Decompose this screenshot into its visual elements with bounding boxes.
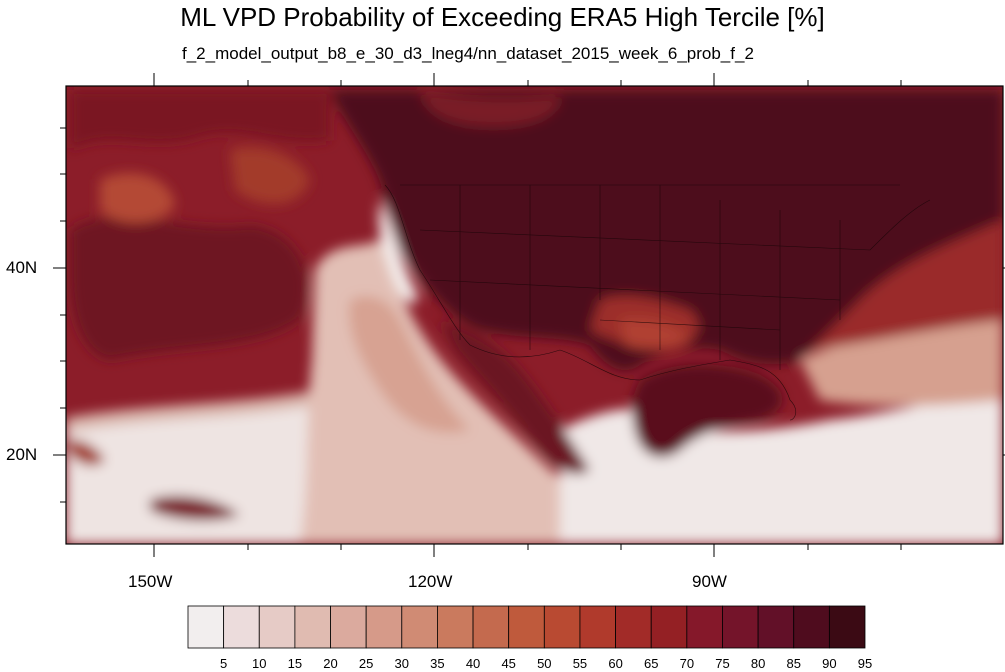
- lon-label-90w: 90W: [692, 572, 727, 591]
- colorbar-swatch: [793, 605, 830, 649]
- colorbar-swatch: [258, 605, 296, 649]
- colorbar-swatch: [828, 605, 866, 649]
- lon-label-120w: 120W: [408, 572, 453, 591]
- colorbar-swatch: [543, 605, 581, 649]
- colorbar-swatch: [330, 605, 367, 649]
- colorbar-label: 75: [715, 656, 729, 671]
- colorbar-label: 25: [359, 656, 373, 671]
- map-title: ML VPD Probability of Exceeding ERA5 Hig…: [180, 2, 825, 32]
- colorbar-swatch: [686, 605, 723, 649]
- colorbar-label: 20: [323, 656, 337, 671]
- colorbar-label: 35: [430, 656, 444, 671]
- colorbar-label: 45: [501, 656, 515, 671]
- colorbar-label: 85: [787, 656, 801, 671]
- colorbar-label: 90: [822, 656, 836, 671]
- colorbar-swatch: [223, 605, 260, 649]
- colorbar-swatch: [757, 605, 795, 649]
- colorbar-label: 10: [252, 656, 266, 671]
- colorbar-swatch: [294, 605, 331, 649]
- colorbar-swatch: [437, 605, 474, 649]
- colorbar-label: 15: [288, 656, 302, 671]
- political-boundaries: [384, 184, 931, 421]
- colorbar-label: 5: [220, 656, 227, 671]
- colorbar-swatch: [187, 605, 225, 649]
- lat-label-20n: 20N: [6, 445, 38, 464]
- colorbar-label: 70: [680, 656, 694, 671]
- colorbar-label: 50: [537, 656, 551, 671]
- colorbar-swatch: [508, 605, 545, 649]
- axis-ticks: [53, 73, 1005, 557]
- colorbar-swatch: [722, 605, 759, 649]
- colorbar-swatch: [579, 605, 616, 649]
- map-subtitle: f_2_model_output_b8_e_30_d3_lneg4/nn_dat…: [182, 44, 754, 63]
- colorbar-swatch: [650, 605, 688, 649]
- colorbar-swatch: [615, 605, 652, 649]
- probability-map: [53, 73, 1005, 557]
- colorbar-label: 55: [573, 656, 587, 671]
- colorbar-label: 80: [751, 656, 765, 671]
- colorbar-label: 60: [608, 656, 622, 671]
- colorbar-swatch: [401, 605, 438, 649]
- colorbar-label: 40: [466, 656, 480, 671]
- colorbar-label: 30: [395, 656, 409, 671]
- colorbar-label: 95: [858, 656, 872, 671]
- colorbar-swatch: [472, 605, 510, 649]
- colorbar-swatch: [365, 605, 403, 649]
- lon-label-150w: 150W: [128, 572, 173, 591]
- lat-label-40n: 40N: [6, 258, 38, 277]
- colorbar-label: 65: [644, 656, 658, 671]
